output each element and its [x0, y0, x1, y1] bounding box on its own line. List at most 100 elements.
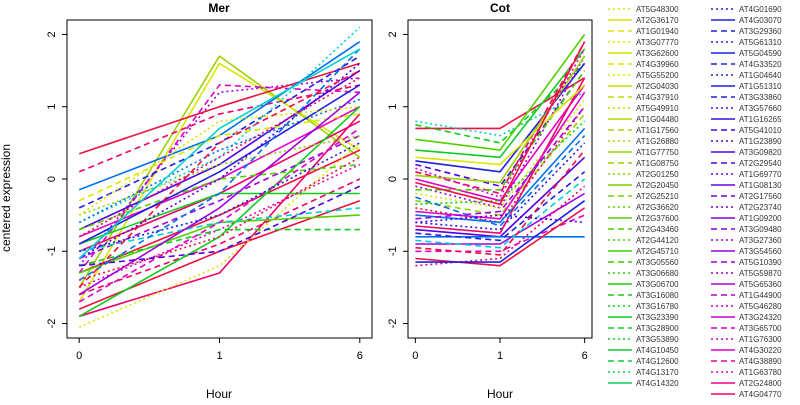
legend-entry-1-26: AT1G44900 — [739, 291, 782, 300]
legend-entry-1-22: AT3G54560 — [739, 247, 782, 256]
legend-entry-0-30: AT3G53890 — [636, 335, 679, 344]
x-tick-label-cot-1: 1 — [497, 350, 503, 362]
legend-entry-0-29: AT3G28900 — [636, 324, 679, 333]
legend-entry-1-15: AT1G69770 — [739, 170, 782, 179]
legend-entry-0-17: AT2G25210 — [636, 192, 679, 201]
x-axis-label-cot: Hour — [487, 387, 513, 400]
series-line-mer-0 — [78, 55, 361, 288]
legend-entry-1-19: AT1G09200 — [739, 214, 782, 223]
panel-title-cot: Cot — [490, 1, 510, 15]
series-line-mer-33 — [78, 156, 361, 281]
legend-entry-0-23: AT3G05560 — [636, 258, 679, 267]
x-tick-label-mer-1: 1 — [216, 350, 222, 362]
series-line-mer-26 — [78, 113, 360, 202]
series-line-mer-35 — [79, 142, 361, 253]
legend-entry-0-16: AT2G20450 — [636, 181, 679, 190]
legend-entry-0-1: AT2G36170 — [636, 16, 679, 25]
legend-entry-0-34: AT4G14320 — [636, 379, 679, 388]
legend-entry-1-8: AT3G33860 — [739, 93, 782, 102]
y-tick-label-mer-1: -1 — [46, 246, 58, 256]
legend-entry-1-9: AT3G57660 — [739, 104, 782, 113]
series-line-mer-29 — [78, 62, 361, 260]
legend-entry-1-32: AT4G38890 — [739, 357, 782, 366]
legend-entry-1-20: AT3G09480 — [739, 225, 782, 234]
series-line-cot-7 — [415, 41, 586, 195]
legend-entry-0-24: AT3G06680 — [636, 269, 679, 278]
legend-entry-0-25: AT3G06700 — [636, 280, 679, 289]
y-tick-label-cot-0: -2 — [387, 319, 399, 329]
series-line-mer-30 — [78, 48, 361, 281]
legend-entry-1-21: AT3G27360 — [739, 236, 782, 245]
y-axis-label: centered expression — [0, 144, 13, 252]
panel-mer: Mer Hour 0 1 6 -2 -1 0 1 2 — [46, 1, 373, 401]
legend-entry-1-0: AT4G01690 — [739, 5, 782, 14]
series-line-cot-26 — [415, 55, 586, 184]
series-line-cot-27 — [415, 84, 586, 166]
legend-entry-1-14: AT2G29540 — [739, 159, 782, 168]
legend-entry-1-27: AT5G46280 — [739, 302, 782, 311]
series-line-mer-12 — [78, 134, 361, 260]
series-line-cot-35 — [415, 200, 586, 263]
legend-entry-1-11: AT5G41010 — [739, 126, 782, 135]
legend-entry-1-18: AT2G23740 — [739, 203, 782, 212]
legend-entry-1-13: AT3G09820 — [739, 148, 782, 157]
legend-entry-1-28: AT3G24320 — [739, 313, 782, 322]
series-line-mer-32 — [78, 127, 361, 303]
series-line-mer-24 — [78, 163, 360, 231]
legend-entry-1-23: AT5G10390 — [739, 258, 782, 267]
series-line-mer-5 — [78, 84, 360, 173]
legend-entry-0-12: AT1G26880 — [636, 137, 679, 146]
legend-entry-0-31: AT4G10450 — [636, 346, 679, 355]
series-line-mer-34 — [79, 185, 361, 267]
series-line-cot-34 — [415, 214, 585, 224]
legend-entry-1-17: AT2G17560 — [739, 192, 782, 201]
legend-entry-1-4: AT5G04590 — [739, 49, 782, 58]
panel-cot: Cot Hour 0 1 6 -2 -1 0 1 2 — [387, 1, 593, 401]
legend-entry-1-7: AT1G51310 — [739, 82, 782, 91]
legend-entry-0-3: AT3G07770 — [636, 38, 679, 47]
legend-entry-0-14: AT1G08750 — [636, 159, 679, 168]
x-tick-label-cot-0: 0 — [412, 350, 418, 362]
legend-entry-1-10: AT1G16265 — [739, 115, 782, 124]
y-tick-label-cot-3: 1 — [387, 104, 399, 110]
series-line-mer-13 — [78, 149, 361, 274]
legend-entry-0-7: AT2G04030 — [636, 82, 679, 91]
legend-entry-0-33: AT4G13170 — [636, 368, 679, 377]
x-axis-label-mer: Hour — [206, 387, 232, 400]
legend-entry-0-6: AT5G55200 — [636, 71, 679, 80]
series-line-mer-28 — [78, 84, 361, 245]
y-tick-label-mer-3: 1 — [46, 104, 58, 110]
series-line-mer-21 — [79, 228, 360, 267]
legend-entry-1-12: AT1G23890 — [739, 137, 782, 146]
series-line-mer-15 — [78, 178, 361, 296]
legend-entry-0-21: AT2G44120 — [636, 236, 679, 245]
x-tick-label-mer-0: 0 — [76, 350, 82, 362]
series-line-cot-30 — [415, 106, 586, 220]
series-line-cot-29 — [415, 171, 586, 242]
series-line-mer-18 — [78, 142, 361, 328]
y-tick-label-mer-4: 2 — [46, 31, 58, 37]
series-line-mer-7 — [78, 55, 361, 209]
legend-entry-1-34: AT2G24800 — [739, 379, 782, 388]
legend-entry-0-13: AT1G77750 — [636, 148, 679, 157]
legend-entry-0-4: AT3G62600 — [636, 49, 679, 58]
legend-entry-1-35: AT4G04770 — [739, 390, 782, 399]
series-line-mer-39 — [78, 48, 361, 260]
legend-entry-1-16: AT1G08130 — [739, 181, 782, 190]
series-line-cot-2 — [415, 62, 586, 144]
legend-entry-0-5: AT4G39960 — [636, 60, 679, 69]
series-line-cot-22 — [415, 77, 586, 234]
legend-entry-0-32: AT4G12600 — [636, 357, 679, 366]
legend-entry-1-3: AT5G61310 — [739, 38, 782, 47]
y-tick-label-mer-0: -2 — [46, 319, 58, 329]
series-line-mer-38 — [78, 69, 361, 288]
legend-entry-0-27: AT3G16780 — [636, 302, 679, 311]
y-tick-label-mer-2: 0 — [46, 176, 58, 182]
x-tick-label-mer-2: 6 — [357, 350, 363, 362]
y-tick-label-cot-4: 2 — [387, 31, 399, 37]
legend-entry-1-1: AT4G03070 — [739, 16, 782, 25]
legend-entry-0-26: AT3G16080 — [636, 291, 679, 300]
series-line-cot-4 — [415, 48, 586, 159]
